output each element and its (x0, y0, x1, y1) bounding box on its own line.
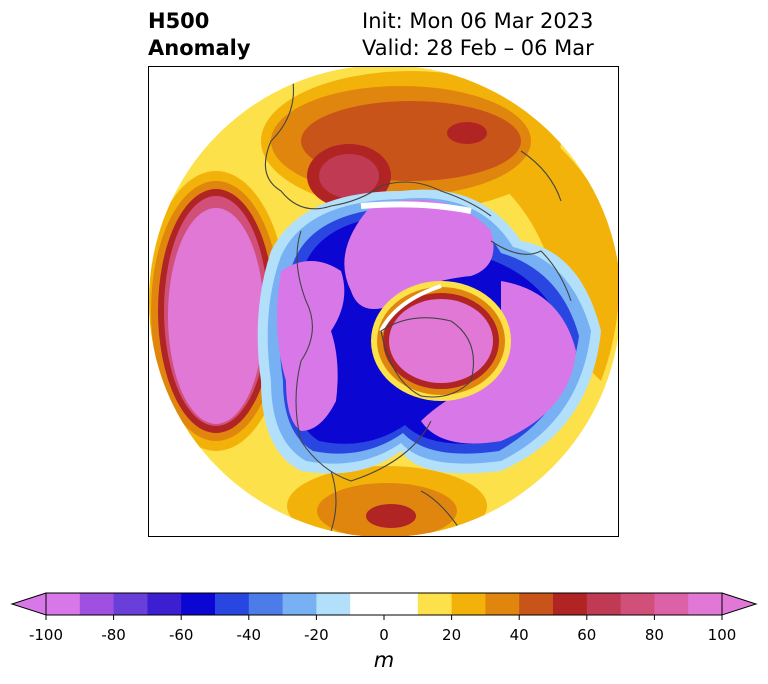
colorbar-tick-label: 60 (577, 626, 596, 644)
colorbar-segment (654, 593, 689, 615)
init-time: Init: Mon 06 Mar 2023 (362, 9, 594, 33)
colorbar-under-triangle (10, 592, 47, 616)
colorbar-segments (10, 592, 758, 616)
colorbar-tick-label: -80 (101, 626, 126, 644)
colorbar-tick-label: 0 (379, 626, 389, 644)
colorbar-tick-label: 20 (442, 626, 461, 644)
colorbar-segment (113, 593, 148, 615)
colorbar-tick-label: 80 (645, 626, 664, 644)
colorbar-segment (384, 593, 419, 615)
colorbar-segment (620, 593, 655, 615)
colorbar-segment (553, 593, 588, 615)
title-line-1: H500 (148, 9, 210, 33)
colorbar-over-triangle (721, 592, 758, 616)
colorbar-segment (316, 593, 351, 615)
colorbar-segment (417, 593, 453, 615)
colorbar-segment (519, 593, 554, 615)
colorbar: -100 -80 -60 -40 -20 0 20 40 60 80 100 (10, 592, 758, 644)
colorbar-segment (485, 593, 520, 615)
colorbar-tick-label: -100 (29, 626, 63, 644)
colorbar-tick-label: 40 (510, 626, 529, 644)
colorbar-segment (181, 593, 216, 615)
colorbar-segment (350, 593, 385, 615)
colorbar-tick-label: -60 (169, 626, 194, 644)
colorbar-ticks: -100 -80 -60 -40 -20 0 20 40 60 80 100 (29, 615, 736, 644)
colorbar-segment (248, 593, 284, 615)
colorbar-tick-label: 100 (708, 626, 737, 644)
colorbar-segment (451, 593, 486, 615)
colorbar-segment (586, 593, 622, 615)
colorbar-tick-label: -40 (237, 626, 262, 644)
colorbar-segment (46, 593, 81, 615)
colorbar-segment (215, 593, 250, 615)
colorbar-tick-label: -20 (304, 626, 329, 644)
colorbar-unit: m (373, 648, 395, 672)
colorbar-segment (147, 593, 182, 615)
valid-time: Valid: 28 Feb – 06 Mar (362, 36, 594, 60)
map-canvas (149, 67, 618, 536)
chart-title: H500 Anomaly (148, 8, 251, 62)
title-line-2: Anomaly (148, 36, 251, 60)
colorbar-segment (79, 593, 115, 615)
run-info: Init: Mon 06 Mar 2023 Valid: 28 Feb – 06… (362, 8, 594, 62)
anomaly-map (148, 66, 619, 537)
anomaly-field (149, 67, 618, 536)
colorbar-segment (688, 593, 723, 615)
colorbar-segment (282, 593, 317, 615)
